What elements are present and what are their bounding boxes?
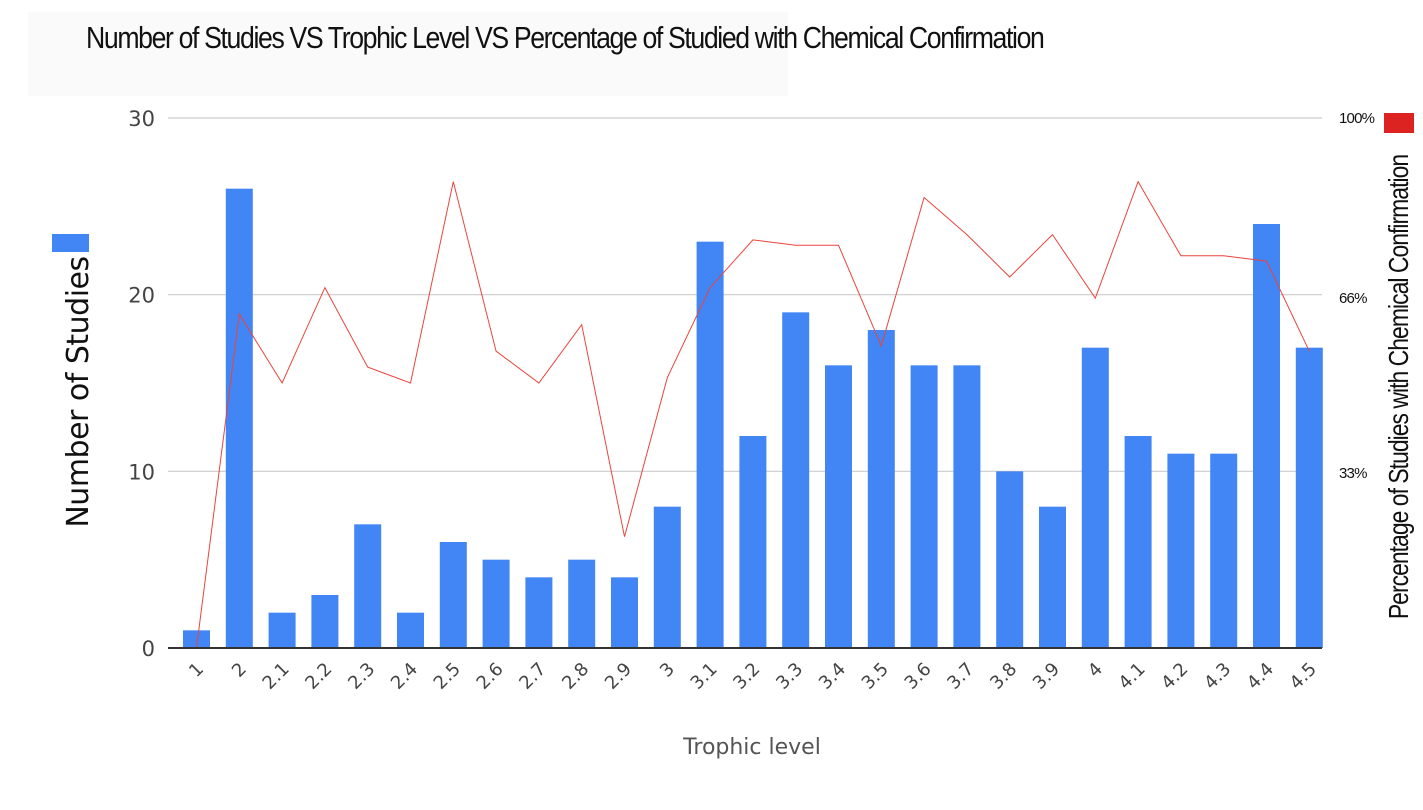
legend-swatch-studies: [52, 234, 89, 252]
x-tick-label: 3.7: [943, 659, 978, 694]
bar: [611, 577, 638, 648]
bar: [1253, 224, 1280, 648]
x-axis-ticks: 1 2 2.1 2.2 2.3 2.4 2.5 2.6 2.7 2.8 2.9 3 3.1 3.2 3.3 3…: [185, 659, 1321, 694]
x-tick-label: 3.9: [1029, 659, 1064, 694]
right-tick-label: 66%: [1339, 290, 1367, 307]
x-tick-label: 1: [185, 659, 208, 682]
legend-swatch-percentage: [1384, 113, 1414, 133]
x-tick-label: 3.3: [772, 659, 807, 694]
x-tick-label: 2.9: [601, 659, 636, 694]
x-tick-label: 4: [1084, 659, 1107, 682]
bar: [482, 559, 510, 648]
bar: [1167, 453, 1195, 648]
right-tick-label: 100%: [1339, 110, 1375, 127]
x-tick-label: 4.4: [1243, 659, 1278, 694]
x-tick-label: 2: [228, 659, 251, 682]
y-axis-title: Number of Studies: [61, 256, 96, 527]
bar: [953, 365, 981, 648]
bar: [1039, 506, 1066, 648]
x-tick-label: 2.1: [259, 659, 294, 694]
x-tick-label: 3: [656, 659, 679, 682]
bar: [910, 365, 938, 648]
bar: [1124, 436, 1152, 648]
chart-title: Number of Studies VS Trophic Level VS Pe…: [86, 20, 1045, 55]
x-tick-label: 2.5: [430, 659, 465, 694]
right-axis-ticks: 33% 66% 100%: [1339, 110, 1375, 482]
x-tick-label: 3.6: [901, 659, 936, 694]
bar: [739, 436, 767, 648]
bar: [354, 524, 382, 648]
bar: [1295, 347, 1323, 648]
bar: [696, 241, 724, 648]
x-tick-label: 3.1: [687, 659, 722, 694]
x-tick-label: 4.2: [1157, 659, 1192, 694]
bar: [439, 542, 467, 648]
x-tick-label: 2.4: [387, 659, 422, 694]
x-tick-label: 2.8: [558, 659, 593, 694]
x-tick-label: 3.8: [986, 659, 1021, 694]
x-tick-label: 3.5: [858, 659, 893, 694]
x-tick-label: 2.7: [515, 659, 550, 694]
bar: [568, 559, 596, 648]
bar: [867, 330, 895, 648]
right-axis-title: Percentage of Studies with Chemical Conf…: [1384, 155, 1415, 619]
x-tick-label: 2.2: [301, 659, 336, 694]
x-tick-label: 3.2: [729, 659, 764, 694]
bar: [653, 506, 681, 648]
y-tick-label: 10: [128, 460, 155, 484]
x-tick-label: 4.5: [1286, 659, 1321, 694]
bar: [268, 612, 296, 648]
percentage-line: [196, 180, 1310, 649]
gridlines: [168, 117, 1322, 472]
bar: [1210, 453, 1238, 648]
y-tick-label: 20: [128, 284, 155, 308]
x-tick-label: 3.4: [815, 659, 850, 694]
bar: [525, 577, 553, 648]
y-tick-label: 30: [128, 107, 155, 131]
right-tick-label: 33%: [1339, 465, 1367, 482]
bar: [183, 630, 210, 648]
y-tick-label: 0: [142, 637, 155, 661]
bar: [782, 312, 810, 648]
x-tick-label: 4.1: [1115, 659, 1150, 694]
x-tick-label: 2.6: [473, 659, 508, 694]
bar: [1081, 347, 1109, 648]
title-background: [28, 12, 788, 96]
bar: [225, 188, 253, 648]
bar: [996, 471, 1024, 648]
bar: [397, 612, 424, 648]
x-tick-label: 4.3: [1200, 659, 1235, 694]
x-axis-title: Trophic level: [682, 735, 821, 760]
x-tick-label: 2.3: [344, 659, 379, 694]
bar-series: [183, 188, 1323, 648]
bar: [311, 595, 339, 648]
left-axis-ticks: 0 10 20 30: [128, 107, 155, 661]
bar: [825, 365, 852, 648]
